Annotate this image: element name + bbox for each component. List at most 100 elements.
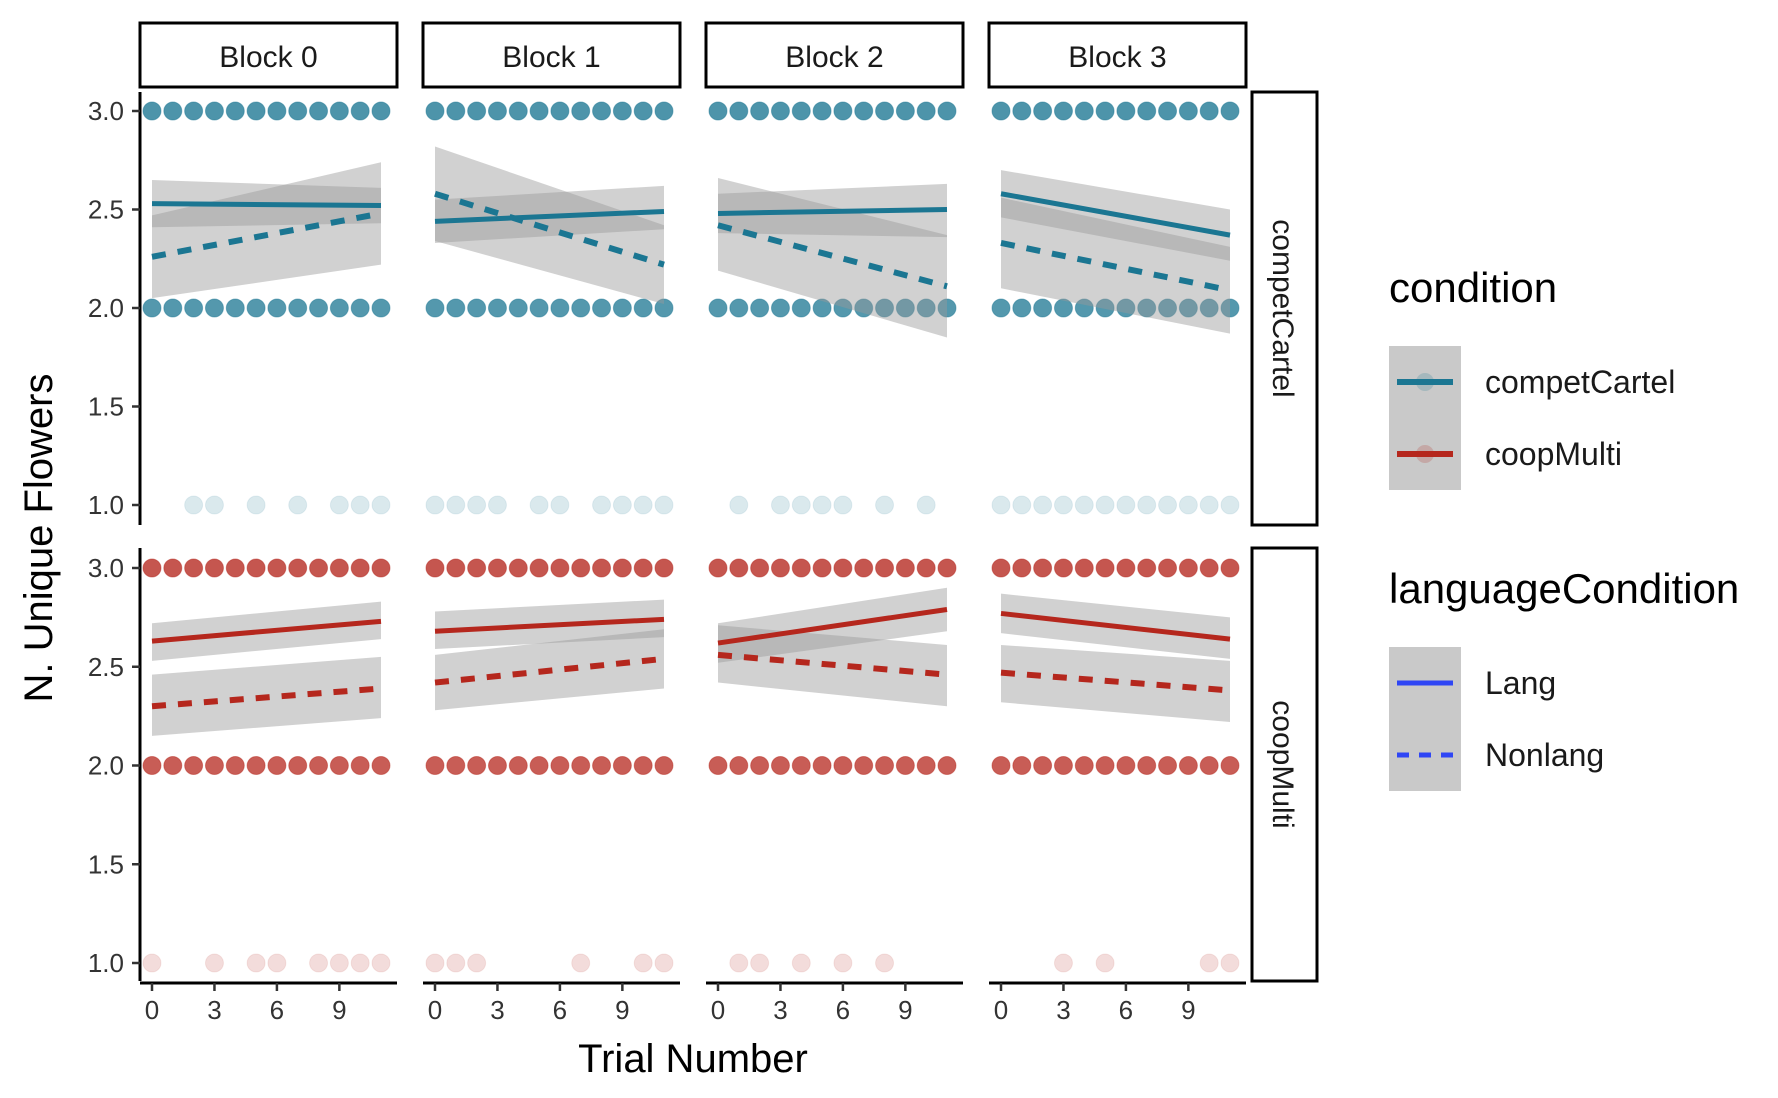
data-point xyxy=(550,558,570,578)
data-point xyxy=(446,756,466,775)
x-tick-label: 3 xyxy=(1056,995,1070,1025)
data-point xyxy=(350,298,370,318)
panel-competCartel-block-0 xyxy=(142,101,391,515)
data-point xyxy=(446,298,466,318)
data-point xyxy=(1116,756,1136,775)
data-point xyxy=(592,495,612,515)
data-point xyxy=(1053,756,1073,775)
data-point xyxy=(916,298,936,318)
data-point xyxy=(288,298,308,318)
data-point xyxy=(1074,558,1094,578)
axes-layer: 1.0 1.5 2.0 2.5 3.0 1.0 1.5 2.0 2.5 3.0 0 3 6 9 0 3 6 9 0 3… xyxy=(88,92,1246,1025)
fit-line-nonlang xyxy=(1000,669,1231,694)
data-point xyxy=(1095,756,1115,775)
data-point xyxy=(163,101,183,121)
data-point xyxy=(1033,756,1053,775)
data-point xyxy=(1012,558,1032,578)
data-point xyxy=(1199,495,1219,515)
data-point xyxy=(267,756,287,775)
data-point xyxy=(729,101,749,121)
data-point xyxy=(571,953,591,973)
x-tick-label: 3 xyxy=(207,995,221,1025)
data-point xyxy=(371,298,391,318)
data-point xyxy=(1137,101,1157,121)
data-point xyxy=(487,756,507,775)
data-point xyxy=(1095,953,1115,973)
data-point xyxy=(612,495,632,515)
data-point xyxy=(633,558,653,578)
data-point xyxy=(654,495,674,515)
data-point xyxy=(487,298,507,318)
data-point xyxy=(184,558,204,578)
data-point xyxy=(204,101,224,121)
x-tick-label: 3 xyxy=(773,995,787,1025)
data-point xyxy=(1012,298,1032,318)
data-point xyxy=(854,558,874,578)
data-point xyxy=(937,298,957,318)
data-point xyxy=(446,101,466,121)
data-point xyxy=(1033,558,1053,578)
data-point xyxy=(708,298,728,318)
data-point xyxy=(991,558,1011,578)
y-tick-label: 1.0 xyxy=(88,948,124,978)
data-point xyxy=(371,495,391,515)
data-point xyxy=(467,495,487,515)
data-point xyxy=(592,558,612,578)
data-point xyxy=(225,558,245,578)
confidence-band-nonlang xyxy=(718,177,947,338)
fit-line-lang xyxy=(717,607,948,646)
data-point xyxy=(833,298,853,318)
fit-line-nonlang xyxy=(434,190,665,268)
strip-label-block-0: Block 0 xyxy=(219,41,317,74)
data-point xyxy=(529,756,549,775)
strip-label-competcartel: competCartel xyxy=(1266,219,1299,397)
data-point xyxy=(875,495,895,515)
data-point xyxy=(487,101,507,121)
data-point xyxy=(550,756,570,775)
data-point xyxy=(309,953,329,973)
data-point xyxy=(425,756,445,775)
data-point xyxy=(791,298,811,318)
data-point xyxy=(612,101,632,121)
x-tick-label: 9 xyxy=(615,995,629,1025)
data-point xyxy=(633,953,653,973)
data-point xyxy=(654,756,674,775)
panel-coopMulti-block-1 xyxy=(425,558,674,973)
data-point xyxy=(791,953,811,973)
data-point xyxy=(329,101,349,121)
legend: condition competCartel coopMulti languageCo… xyxy=(1389,264,1739,791)
data-point xyxy=(729,558,749,578)
data-point xyxy=(729,298,749,318)
data-point xyxy=(246,298,266,318)
fit-line-nonlang xyxy=(151,210,382,260)
data-point xyxy=(1220,101,1240,121)
data-point xyxy=(487,558,507,578)
data-point xyxy=(812,298,832,318)
data-point xyxy=(1012,756,1032,775)
data-point xyxy=(371,558,391,578)
data-point xyxy=(1178,495,1198,515)
data-point xyxy=(371,101,391,121)
data-point xyxy=(1053,298,1073,318)
data-point xyxy=(770,495,790,515)
data-point xyxy=(288,756,308,775)
data-point xyxy=(1199,101,1219,121)
data-point xyxy=(895,298,915,318)
data-point xyxy=(812,756,832,775)
data-point xyxy=(204,298,224,318)
data-point xyxy=(529,558,549,578)
data-point xyxy=(1033,101,1053,121)
data-point xyxy=(267,953,287,973)
strip-label-block-1: Block 1 xyxy=(502,41,600,74)
data-point xyxy=(833,495,853,515)
data-point xyxy=(425,558,445,578)
data-point xyxy=(1074,756,1094,775)
data-point xyxy=(729,495,749,515)
data-point xyxy=(163,756,183,775)
strip-box-column xyxy=(138,21,399,89)
y-tick-label: 3.0 xyxy=(88,553,124,583)
panel-coopMulti-block-3 xyxy=(991,558,1240,973)
data-point xyxy=(592,756,612,775)
data-point xyxy=(309,298,329,318)
panel-coopMulti-block-2 xyxy=(708,558,957,973)
